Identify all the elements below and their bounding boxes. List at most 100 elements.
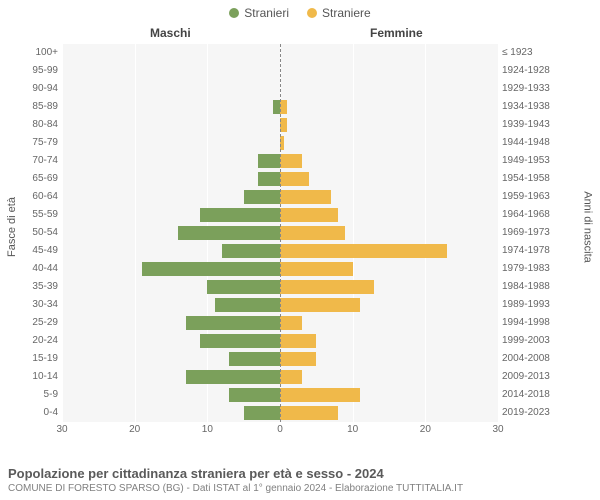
y-label-birth: ≤ 1923: [502, 46, 572, 60]
y-label-birth: 2004-2008: [502, 352, 572, 366]
x-tick: 30: [56, 424, 67, 435]
legend-item-female: Straniere: [307, 6, 371, 20]
y-label-birth: 1929-1933: [502, 82, 572, 96]
bar-female: [280, 388, 360, 402]
bar-male: [207, 280, 280, 294]
bar-male: [186, 316, 280, 330]
bar-male: [186, 370, 280, 384]
y-label-age: 35-39: [20, 280, 58, 294]
bar-female: [280, 370, 302, 384]
bar-male: [200, 334, 280, 348]
legend-label-female: Straniere: [322, 6, 371, 20]
y-label-birth: 1969-1973: [502, 226, 572, 240]
y-label-birth: 1989-1993: [502, 298, 572, 312]
header-male: Maschi: [150, 26, 191, 40]
bar-male: [229, 388, 280, 402]
y-label-birth: 1959-1963: [502, 190, 572, 204]
x-tick: 0: [277, 424, 283, 435]
bar-female: [280, 100, 287, 114]
bar-male: [244, 190, 280, 204]
y-label-birth: 2009-2013: [502, 370, 572, 384]
y-label-age: 100+: [20, 46, 58, 60]
legend: Stranieri Straniere: [0, 0, 600, 22]
y-label-birth: 1934-1938: [502, 100, 572, 114]
y-label-age: 75-79: [20, 136, 58, 150]
y-label-birth: 1964-1968: [502, 208, 572, 222]
legend-swatch-male: [229, 8, 239, 18]
chart-area: Maschi Femmine Fasce di età Anni di nasc…: [0, 22, 600, 452]
legend-item-male: Stranieri: [229, 6, 289, 20]
bar-male: [222, 244, 280, 258]
bar-male: [142, 262, 280, 276]
chart-subtitle: COMUNE DI FORESTO SPARSO (BG) - Dati IST…: [8, 483, 592, 494]
y-label-age: 40-44: [20, 262, 58, 276]
y-label-birth: 1999-2003: [502, 334, 572, 348]
y-label-age: 15-19: [20, 352, 58, 366]
x-tick: 20: [420, 424, 431, 435]
plot-female: [280, 44, 498, 422]
bar-male: [178, 226, 280, 240]
y-label-age: 65-69: [20, 172, 58, 186]
y-label-age: 70-74: [20, 154, 58, 168]
bar-male: [258, 172, 280, 186]
y-label-age: 25-29: [20, 316, 58, 330]
legend-swatch-female: [307, 8, 317, 18]
axis-title-right: Anni di nascita: [582, 191, 594, 263]
y-label-age: 20-24: [20, 334, 58, 348]
bar-female: [280, 244, 447, 258]
y-label-birth: 1944-1948: [502, 136, 572, 150]
y-label-age: 0-4: [20, 406, 58, 420]
chart-title: Popolazione per cittadinanza straniera p…: [8, 466, 592, 481]
y-label-age: 90-94: [20, 82, 58, 96]
bar-male: [244, 406, 280, 420]
bar-male: [215, 298, 280, 312]
y-label-birth: 1974-1978: [502, 244, 572, 258]
bar-male: [200, 208, 280, 222]
footer: Popolazione per cittadinanza straniera p…: [8, 466, 592, 494]
bar-female: [280, 352, 316, 366]
bar-female: [280, 118, 287, 132]
y-label-age: 55-59: [20, 208, 58, 222]
y-label-age: 85-89: [20, 100, 58, 114]
y-label-birth: 1984-1988: [502, 280, 572, 294]
bar-female: [280, 334, 316, 348]
x-tick: 20: [129, 424, 140, 435]
bar-female: [280, 280, 374, 294]
bar-female: [280, 154, 302, 168]
x-tick: 10: [202, 424, 213, 435]
bar-male: [258, 154, 280, 168]
bar-male: [229, 352, 280, 366]
y-label-birth: 2014-2018: [502, 388, 572, 402]
bar-female: [280, 262, 353, 276]
bar-female: [280, 172, 309, 186]
y-label-birth: 1979-1983: [502, 262, 572, 276]
y-label-age: 95-99: [20, 64, 58, 78]
bar-female: [280, 226, 345, 240]
x-tick: 10: [347, 424, 358, 435]
bar-female: [280, 316, 302, 330]
x-tick: 30: [492, 424, 503, 435]
y-label-birth: 1994-1998: [502, 316, 572, 330]
y-label-age: 45-49: [20, 244, 58, 258]
y-label-birth: 1924-1928: [502, 64, 572, 78]
y-label-age: 30-34: [20, 298, 58, 312]
y-label-birth: 1939-1943: [502, 118, 572, 132]
y-label-birth: 2019-2023: [502, 406, 572, 420]
bar-male: [273, 100, 280, 114]
y-label-birth: 1954-1958: [502, 172, 572, 186]
y-label-age: 5-9: [20, 388, 58, 402]
plot-male: [62, 44, 280, 422]
header-female: Femmine: [370, 26, 423, 40]
bar-female: [280, 208, 338, 222]
bar-female: [280, 190, 331, 204]
bar-female: [280, 406, 338, 420]
bar-female: [280, 298, 360, 312]
y-label-age: 60-64: [20, 190, 58, 204]
axis-title-left: Fasce di età: [6, 197, 18, 257]
center-divider: [280, 44, 281, 422]
legend-label-male: Stranieri: [244, 6, 289, 20]
y-label-birth: 1949-1953: [502, 154, 572, 168]
y-label-age: 10-14: [20, 370, 58, 384]
y-label-age: 80-84: [20, 118, 58, 132]
y-label-age: 50-54: [20, 226, 58, 240]
